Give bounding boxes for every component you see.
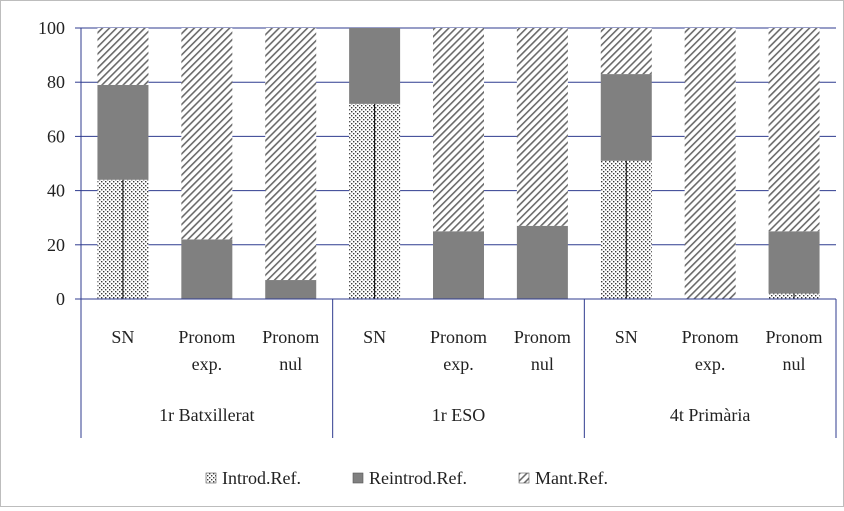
bar-segment-mant-ref <box>768 28 820 232</box>
y-tick-label: 80 <box>47 72 65 92</box>
x-category-label: Pronom exp. <box>178 327 235 374</box>
bar-segment-mant-ref <box>265 28 317 281</box>
legend-swatch <box>518 472 530 484</box>
axes <box>75 27 837 438</box>
x-group-label: 1r Batxillerat <box>159 405 254 425</box>
y-tick-label: 0 <box>56 289 65 309</box>
bars <box>97 28 820 299</box>
y-tick-label: 40 <box>47 181 65 201</box>
x-category-label: Pronom nul <box>262 327 319 374</box>
x-category-label: SN <box>111 327 134 347</box>
y-tick-label: 100 <box>38 18 65 38</box>
bar-segment-reintrod-ref <box>433 231 484 299</box>
x-category-label: SN <box>363 327 386 347</box>
bar-segment-mant-ref <box>97 28 149 85</box>
legend: Introd.Ref. Reintrod.Ref. Mant.Ref. <box>205 468 608 488</box>
bar-segment-mant-ref <box>684 28 736 299</box>
legend-swatch <box>205 472 217 484</box>
legend-label: Reintrod.Ref. <box>369 468 467 488</box>
x-category-label: Pronom exp. <box>682 327 739 374</box>
bar-segment-mant-ref <box>181 28 233 240</box>
x-category-label: Pronom nul <box>514 327 571 374</box>
bar-segment-reintrod-ref <box>181 239 233 299</box>
x-category-label: Pronom exp. <box>430 327 487 374</box>
bar-segment-mant-ref <box>516 28 568 226</box>
x-group-label: 1r ESO <box>432 405 486 425</box>
bar-segment-reintrod-ref <box>600 74 652 161</box>
bar-segment-mant-ref <box>600 28 652 75</box>
bar-segment-reintrod-ref <box>768 231 820 294</box>
x-group-label: 4t Primària <box>670 405 750 425</box>
y-tick-label: 60 <box>47 126 65 146</box>
legend-swatch <box>352 472 364 484</box>
x-category-label: SN <box>615 327 638 347</box>
bar-segment-reintrod-ref <box>97 84 149 180</box>
legend-label: Mant.Ref. <box>535 468 608 488</box>
bar-segment-mant-ref <box>433 28 484 232</box>
bar-segment-reintrod-ref <box>516 225 568 299</box>
legend-label: Introd.Ref. <box>222 468 301 488</box>
y-tick-label: 20 <box>47 235 65 255</box>
axis-labels: 0 20 40 60 80 100 SN Pronom exp. Pronom nul SN Prono… <box>38 18 823 425</box>
x-category-label: Pronom nul <box>766 327 823 374</box>
bar-segment-reintrod-ref <box>349 28 401 104</box>
bar-segment-reintrod-ref <box>265 280 317 299</box>
